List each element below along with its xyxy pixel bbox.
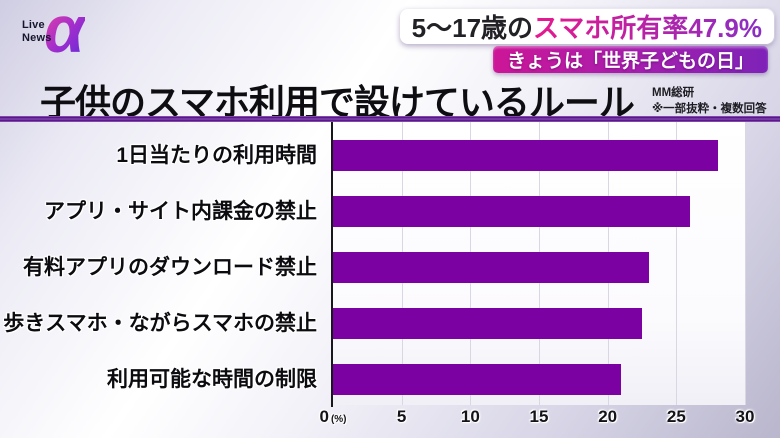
tick-label-20: 20: [598, 407, 618, 426]
stat-prefix-text: 5～17歳の: [411, 13, 534, 43]
tick-label-0: 0 (%): [319, 407, 347, 426]
tick-label-30: 30: [735, 407, 755, 426]
source-name: MM総研: [652, 87, 695, 99]
live-news-alpha-logo: α Live News: [18, 0, 128, 72]
purple-divider-line: [0, 116, 780, 122]
source-note: MM総研 ※一部抜粋・複数回答: [652, 85, 767, 117]
logo-wordmark: Live News: [22, 19, 52, 44]
logo-line-live: Live: [22, 19, 45, 31]
category-label-1: アプリ・サイト内課金の禁止: [44, 200, 317, 223]
logo-line-news: News: [22, 31, 52, 44]
bar-0: [333, 140, 718, 171]
bar-4: [333, 364, 622, 395]
category-label-3: 歩きスマホ・ながらスマホの禁止: [3, 312, 317, 335]
bar-2: [333, 252, 649, 283]
stat-highlight-text: スマホ所有率47.9%: [533, 8, 762, 45]
category-label-2: 有料アプリのダウンロード禁止: [23, 256, 317, 279]
topic-banner: きょうは「世界子どもの日」: [492, 46, 768, 73]
topic-banner-text: きょうは「世界子どもの日」: [506, 51, 754, 72]
tick-label-10: 10: [460, 407, 480, 426]
bar-1: [333, 196, 691, 227]
tick-label-5: 5: [396, 407, 407, 426]
source-disclaimer: ※一部抜粋・複数回答: [652, 103, 767, 116]
category-label-4: 利用可能な時間の制限: [107, 368, 317, 391]
axis-unit-label: (%): [330, 414, 347, 425]
tick-label-25: 25: [666, 407, 686, 426]
bar-3: [333, 308, 642, 339]
alpha-logo-glyph: α: [44, 0, 85, 62]
tick-label-15: 15: [529, 407, 549, 426]
plot-area: [333, 122, 746, 405]
category-label-0: 1日当たりの利用時間: [116, 144, 317, 167]
gridline-30: [745, 122, 746, 405]
category-axis-line: [331, 122, 333, 407]
headline-stat-box: 5～17歳の スマホ所有率47.9%: [399, 8, 774, 45]
gridline-25: [676, 122, 678, 405]
